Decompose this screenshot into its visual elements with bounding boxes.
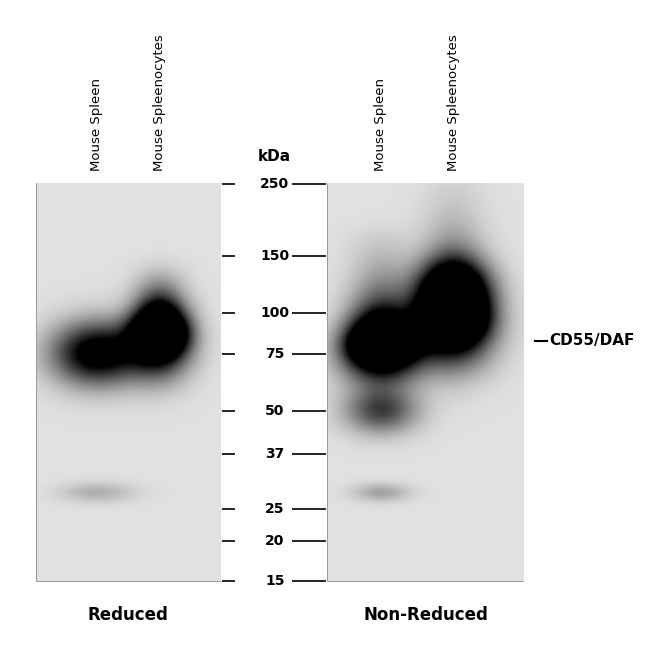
Text: 25: 25	[265, 502, 285, 516]
Text: CD55/DAF: CD55/DAF	[549, 333, 635, 348]
Text: Mouse Spleenocytes: Mouse Spleenocytes	[447, 34, 460, 171]
Text: 15: 15	[265, 575, 285, 588]
Text: Mouse Spleen: Mouse Spleen	[90, 78, 103, 171]
Text: 250: 250	[260, 177, 289, 191]
Text: 37: 37	[265, 447, 285, 461]
Text: Mouse Spleen: Mouse Spleen	[374, 78, 387, 171]
Text: Reduced: Reduced	[88, 606, 168, 624]
Text: 75: 75	[265, 347, 285, 361]
Bar	[36, 184, 220, 581]
Text: Non-Reduced: Non-Reduced	[363, 606, 488, 624]
Text: 100: 100	[260, 306, 289, 320]
Text: 150: 150	[260, 249, 289, 263]
Text: 20: 20	[265, 534, 285, 548]
Bar	[328, 184, 523, 581]
Text: 50: 50	[265, 404, 285, 418]
Text: kDa: kDa	[258, 149, 291, 164]
Text: Mouse Spleenocytes: Mouse Spleenocytes	[153, 34, 166, 171]
